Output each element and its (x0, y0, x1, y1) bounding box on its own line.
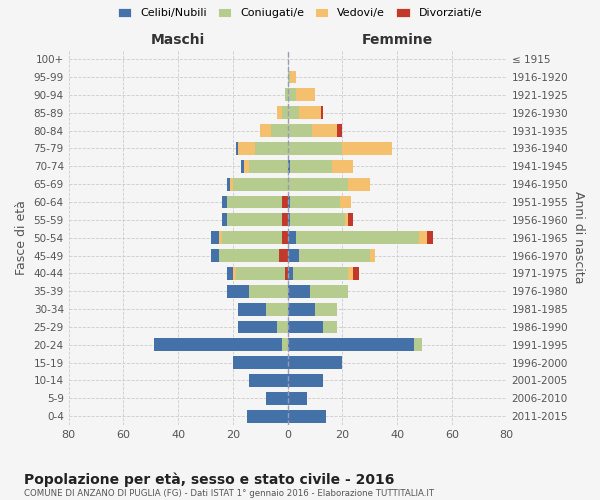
Bar (331, 160, 353, 172)
Bar (266, 302, 287, 316)
Bar (343, 142, 392, 155)
Bar (233, 267, 236, 280)
Bar (287, 356, 343, 369)
Bar (285, 267, 287, 280)
Bar (277, 320, 287, 334)
Bar (348, 267, 353, 280)
Bar (290, 160, 331, 172)
Bar (287, 124, 313, 137)
Bar (154, 338, 282, 351)
Bar (219, 249, 280, 262)
Bar (340, 196, 350, 208)
Legend: Celibi/Nubili, Coniugati/e, Vedovi/e, Divorziati/e: Celibi/Nubili, Coniugati/e, Vedovi/e, Di… (113, 3, 487, 22)
Bar (427, 231, 433, 244)
Bar (238, 142, 255, 155)
Text: Femmine: Femmine (362, 32, 433, 46)
Bar (227, 285, 250, 298)
Bar (285, 88, 287, 101)
Bar (345, 214, 348, 226)
Bar (247, 410, 287, 422)
Bar (287, 142, 343, 155)
Y-axis label: Fasce di età: Fasce di età (15, 200, 28, 275)
Bar (287, 178, 348, 190)
Bar (287, 214, 290, 226)
Bar (287, 320, 323, 334)
Bar (287, 88, 296, 101)
Bar (287, 338, 413, 351)
Bar (227, 214, 282, 226)
Bar (211, 231, 219, 244)
Bar (299, 249, 370, 262)
Bar (287, 267, 293, 280)
Bar (236, 142, 238, 155)
Bar (250, 160, 287, 172)
Bar (299, 106, 320, 119)
Bar (287, 285, 310, 298)
Bar (290, 214, 345, 226)
Bar (266, 392, 287, 405)
Bar (293, 267, 348, 280)
Bar (227, 178, 230, 190)
Bar (236, 267, 285, 280)
Bar (287, 302, 315, 316)
Bar (419, 231, 427, 244)
Bar (287, 231, 296, 244)
Bar (287, 392, 307, 405)
Bar (238, 320, 277, 334)
Bar (282, 231, 287, 244)
Bar (287, 160, 290, 172)
Bar (241, 160, 244, 172)
Bar (287, 70, 290, 84)
Bar (280, 249, 287, 262)
Bar (250, 374, 287, 387)
Bar (219, 231, 222, 244)
Bar (282, 338, 287, 351)
Bar (296, 88, 315, 101)
Bar (320, 106, 323, 119)
Bar (250, 285, 287, 298)
Bar (348, 178, 370, 190)
Bar (255, 142, 287, 155)
Bar (287, 196, 290, 208)
Bar (233, 178, 287, 190)
Text: Popolazione per età, sesso e stato civile - 2016: Popolazione per età, sesso e stato civil… (24, 472, 394, 487)
Bar (227, 267, 233, 280)
Bar (222, 196, 227, 208)
Bar (287, 106, 299, 119)
Bar (238, 302, 266, 316)
Bar (211, 249, 219, 262)
Bar (337, 124, 343, 137)
Bar (290, 70, 296, 84)
Bar (313, 124, 337, 137)
Bar (315, 302, 337, 316)
Y-axis label: Anni di nascita: Anni di nascita (572, 192, 585, 284)
Bar (282, 196, 287, 208)
Bar (323, 320, 337, 334)
Text: COMUNE DI ANZANO DI PUGLIA (FG) - Dati ISTAT 1° gennaio 2016 - Elaborazione TUTT: COMUNE DI ANZANO DI PUGLIA (FG) - Dati I… (24, 489, 434, 498)
Bar (413, 338, 422, 351)
Bar (222, 231, 282, 244)
Bar (271, 124, 287, 137)
Bar (244, 160, 250, 172)
Bar (348, 214, 353, 226)
Bar (282, 106, 287, 119)
Bar (222, 214, 227, 226)
Bar (260, 124, 271, 137)
Bar (290, 196, 340, 208)
Bar (353, 267, 359, 280)
Bar (287, 374, 323, 387)
Bar (370, 249, 376, 262)
Bar (277, 106, 282, 119)
Bar (233, 356, 287, 369)
Bar (310, 285, 348, 298)
Bar (282, 214, 287, 226)
Bar (287, 410, 326, 422)
Text: Maschi: Maschi (151, 32, 205, 46)
Bar (227, 196, 282, 208)
Bar (287, 249, 299, 262)
Bar (230, 178, 233, 190)
Bar (296, 231, 419, 244)
